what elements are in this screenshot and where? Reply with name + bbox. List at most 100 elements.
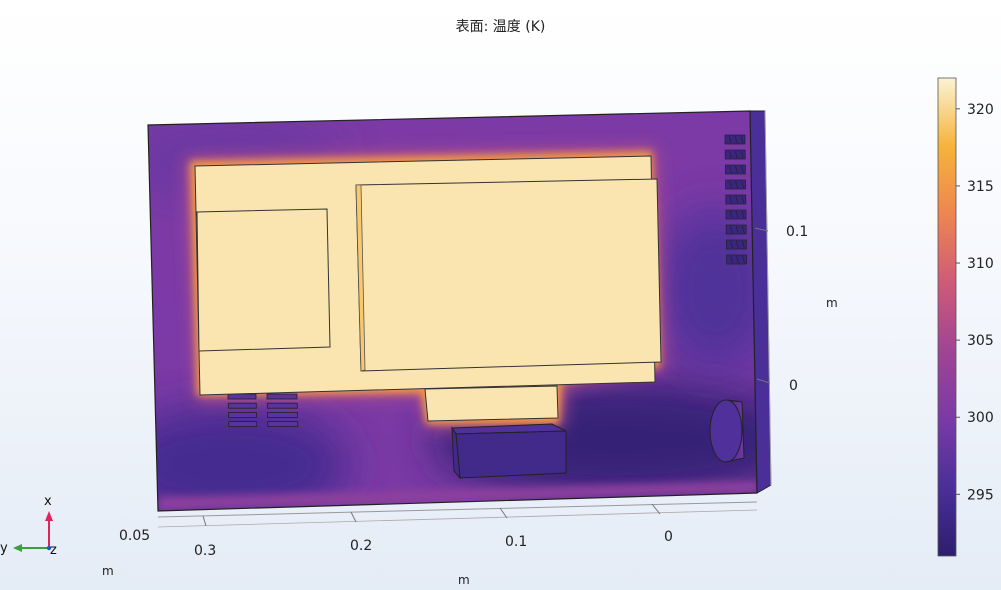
grille-bar (740, 150, 744, 159)
grille-opening (725, 224, 747, 235)
x-tick-0.2 (350, 511, 357, 523)
large-module (355, 178, 662, 372)
z-tick-label-0.1: 0.1 (786, 224, 808, 240)
vent-slot (227, 393, 257, 400)
axis-y: 0.05 m (102, 528, 150, 578)
grille-bar (741, 195, 745, 204)
grille-bar (729, 195, 733, 204)
z-axis-unit: m (826, 296, 838, 310)
triad-x-arrowhead (45, 511, 53, 521)
cool-zone-right-upper (655, 210, 757, 370)
x-axis-line-front (157, 509, 758, 528)
enclosure-bottom-edge (756, 484, 772, 494)
grille-bar (729, 225, 733, 234)
fan-edge (727, 399, 743, 403)
sub-board-left (196, 208, 331, 352)
colorbar-tick-label: 320 (967, 102, 994, 118)
vent-slot (266, 402, 298, 409)
fan (709, 399, 745, 463)
vent-slot (267, 411, 298, 418)
heat-block-side (451, 426, 461, 480)
grille-bar (728, 135, 732, 144)
grille-bar (735, 225, 739, 234)
fan-side (741, 401, 745, 459)
triad-y-arrowhead (13, 544, 22, 552)
grille-bar (741, 165, 744, 174)
grille-bar (736, 240, 739, 249)
colorbar-tick-label: 315 (967, 179, 994, 195)
colorbar-tick-label: 295 (967, 487, 994, 503)
grille-bar (741, 180, 744, 189)
heat-block (451, 423, 567, 480)
grille-bar (740, 135, 744, 144)
right-vent-grille (724, 134, 747, 265)
z-tick-0 (756, 378, 771, 384)
vent-slot (267, 421, 299, 428)
x-tick-0.1 (499, 507, 508, 519)
grille-bar (741, 225, 745, 234)
grille-bar (741, 210, 745, 219)
x-tick-label-0.2: 0.2 (350, 538, 372, 554)
y-tick-label-0.05: 0.05 (119, 528, 150, 544)
x-tick-0.3 (202, 515, 207, 527)
grille-opening (726, 254, 747, 265)
colorbar-tick-label: 310 (967, 256, 994, 272)
x-tick-label-0.1: 0.1 (505, 534, 527, 550)
colorbar-gradient (937, 77, 957, 557)
grille-bar (729, 210, 733, 219)
grille-bar (729, 180, 732, 189)
plot-title: 表面: 温度 (K) (455, 19, 546, 35)
vent-slot (228, 421, 258, 428)
grille-opening (724, 149, 746, 160)
z-tick-0.1 (754, 227, 769, 232)
vent-slot (227, 402, 257, 409)
grille-opening (725, 194, 747, 205)
x-tick-label-0.3: 0.3 (194, 543, 216, 559)
z-tick-label-0: 0 (789, 378, 798, 394)
axis-z: 0.1 0 m (754, 109, 838, 487)
grille-bar (734, 150, 738, 159)
triad-y-label: y (0, 541, 8, 556)
fan-edge-bottom (725, 457, 745, 463)
large-module-side (355, 184, 366, 372)
grille-bar (736, 255, 739, 264)
grille-opening (725, 179, 746, 190)
grille-opening (724, 134, 746, 145)
circuit-boards (194, 155, 662, 422)
grille-opening (726, 239, 747, 250)
grille-bar (730, 255, 733, 264)
vent-slot (266, 393, 298, 400)
x-tick-0 (651, 503, 661, 515)
grille-bar (742, 255, 745, 264)
x-axis-line (157, 501, 758, 518)
grille-opening (725, 209, 747, 220)
grille-bar (730, 240, 733, 249)
vent-slot (228, 411, 257, 418)
enclosure-floor-edge (158, 481, 757, 511)
fan-face (709, 399, 743, 463)
x-tick-label-0: 0 (664, 529, 673, 545)
grille-bar (734, 135, 738, 144)
grille-bar (728, 150, 732, 159)
triad-x-label: x (44, 494, 52, 509)
colorbar-tick-label: 300 (967, 410, 994, 426)
lower-board (424, 385, 559, 422)
grille-bar (735, 195, 739, 204)
grille-bar (742, 240, 745, 249)
y-axis-unit: m (102, 564, 114, 578)
grille-bar (735, 180, 738, 189)
x-axis-unit: m (458, 573, 470, 587)
axis-x: 0.3 0.2 0.1 0 m (157, 501, 758, 587)
grille-bar (735, 165, 738, 174)
colorbar-ticks: 295 300 305 310 315 320 (956, 102, 994, 503)
axis-triad[interactable]: x y z (0, 494, 57, 558)
grille-bar (735, 210, 739, 219)
triad-z-dot (46, 545, 52, 551)
grille-bar (729, 165, 732, 174)
colorbar: 295 300 305 310 315 320 (937, 77, 994, 557)
triad-z-label: z (50, 543, 57, 558)
grille-opening (725, 164, 746, 175)
colorbar-tick-label: 305 (967, 333, 994, 349)
z-axis-line (764, 109, 772, 487)
